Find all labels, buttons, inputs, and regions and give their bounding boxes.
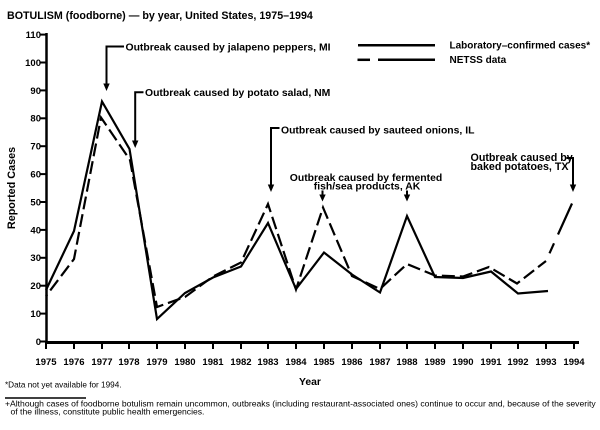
svg-text:1976: 1976 bbox=[63, 357, 84, 368]
svg-text:80: 80 bbox=[30, 114, 41, 125]
svg-text:1989: 1989 bbox=[424, 357, 445, 368]
svg-text:fish/sea products, AK: fish/sea products, AK bbox=[314, 181, 421, 192]
svg-text:1975: 1975 bbox=[35, 357, 57, 368]
svg-text:Year: Year bbox=[299, 377, 321, 388]
svg-text:Outbreak caused by sauteed oni: Outbreak caused by sauteed onions, IL bbox=[281, 125, 475, 136]
svg-text:1982: 1982 bbox=[230, 357, 251, 368]
svg-text:1984: 1984 bbox=[285, 357, 307, 368]
svg-text:Outbreak caused by: Outbreak caused by bbox=[471, 152, 573, 164]
svg-text:of the illness, constitute pub: of the illness, constitute public health… bbox=[11, 407, 205, 417]
svg-text:Outbreak caused by fermented: Outbreak caused by fermented bbox=[290, 173, 442, 184]
svg-text:1986: 1986 bbox=[341, 357, 362, 368]
svg-text:10: 10 bbox=[30, 309, 41, 320]
svg-text:70: 70 bbox=[30, 142, 41, 153]
svg-text:Outbreak caused by potato sala: Outbreak caused by potato salad, NM bbox=[145, 88, 330, 99]
svg-text:1992: 1992 bbox=[507, 357, 528, 368]
svg-text:*Data not yet available for 19: *Data not yet available for 1994. bbox=[5, 381, 122, 390]
svg-text:20: 20 bbox=[30, 281, 41, 292]
svg-text:1988: 1988 bbox=[396, 357, 417, 368]
svg-text:0: 0 bbox=[36, 337, 41, 348]
svg-text:1993: 1993 bbox=[535, 357, 556, 368]
svg-text:30: 30 bbox=[30, 253, 41, 264]
svg-text:NETSS data: NETSS data bbox=[450, 55, 507, 66]
svg-text:1979: 1979 bbox=[146, 357, 167, 368]
svg-text:1990: 1990 bbox=[452, 357, 473, 368]
svg-text:baked potatoes, TX: baked potatoes, TX bbox=[471, 161, 570, 173]
svg-text:50: 50 bbox=[30, 197, 41, 208]
svg-text:110: 110 bbox=[26, 30, 41, 41]
svg-text:40: 40 bbox=[30, 225, 41, 236]
svg-text:Outbreak caused by jalapeno pe: Outbreak caused by jalapeno peppers, MI bbox=[126, 42, 331, 53]
svg-text:60: 60 bbox=[30, 170, 41, 181]
svg-text:1981: 1981 bbox=[202, 357, 224, 368]
svg-text:90: 90 bbox=[30, 86, 41, 97]
svg-text:+Although cases of foodborne b: +Although cases of foodborne botulism re… bbox=[5, 399, 596, 409]
svg-text:1985: 1985 bbox=[313, 357, 335, 368]
svg-text:1980: 1980 bbox=[174, 357, 195, 368]
svg-text:BOTULISM (foodborne) — by year: BOTULISM (foodborne) — by year, United S… bbox=[7, 10, 313, 22]
svg-text:1991: 1991 bbox=[480, 357, 502, 368]
svg-text:1978: 1978 bbox=[118, 357, 139, 368]
svg-text:1987: 1987 bbox=[369, 357, 390, 368]
svg-text:1994: 1994 bbox=[563, 357, 585, 368]
svg-text:Laboratory–confirmed cases*: Laboratory–confirmed cases* bbox=[450, 41, 591, 52]
svg-text:Reported Cases: Reported Cases bbox=[6, 147, 18, 229]
svg-text:100: 100 bbox=[25, 58, 41, 69]
svg-text:1983: 1983 bbox=[257, 357, 278, 368]
svg-text:1977: 1977 bbox=[91, 357, 112, 368]
